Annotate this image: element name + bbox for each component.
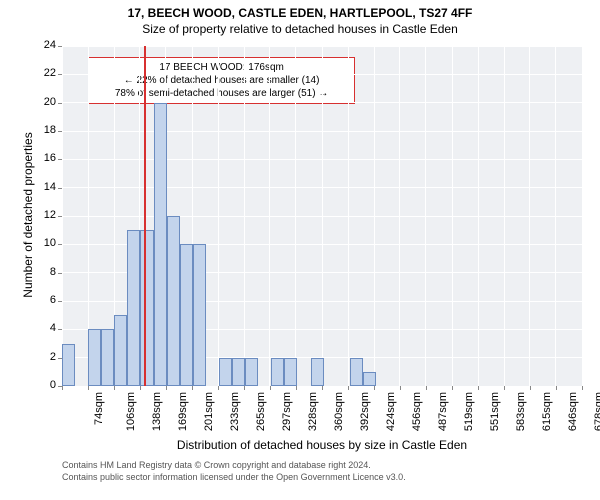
chart-title-sub: Size of property relative to detached ho… (0, 22, 600, 36)
gridline-v (582, 46, 583, 386)
x-tick-label: 265sqm (255, 392, 267, 431)
x-tick-label: 678sqm (593, 392, 600, 431)
histogram-bar (62, 344, 75, 387)
gridline-v (478, 46, 479, 386)
x-tick-mark (348, 386, 349, 390)
gridline-v (269, 46, 270, 386)
x-tick-label: 360sqm (333, 392, 345, 431)
histogram-bar (88, 329, 101, 386)
x-tick-label: 138sqm (151, 392, 163, 431)
y-tick-label: 18 (32, 124, 56, 136)
histogram-bar (193, 244, 206, 386)
histogram-bar (140, 230, 153, 386)
y-tick-label: 24 (32, 39, 56, 51)
x-tick-mark (478, 386, 479, 390)
y-tick-label: 12 (32, 209, 56, 221)
x-tick-mark (582, 386, 583, 390)
x-tick-mark (114, 386, 115, 390)
histogram-bar (154, 103, 167, 386)
histogram-bar (284, 358, 297, 386)
x-tick-label: 487sqm (437, 392, 449, 431)
footer-attribution: Contains HM Land Registry data © Crown c… (62, 460, 582, 483)
x-tick-label: 424sqm (385, 392, 397, 431)
y-tick-label: 20 (32, 96, 56, 108)
x-tick-mark (192, 386, 193, 390)
annotation-line1: 17 BEECH WOOD: 176sqm (95, 61, 348, 74)
gridline-v (62, 46, 63, 386)
gridline-v (348, 46, 349, 386)
gridline-v (425, 46, 426, 386)
annotation-line3: 78% of semi-detached houses are larger (… (95, 87, 348, 100)
histogram-bar (232, 358, 245, 386)
x-tick-mark (140, 386, 141, 390)
histogram-bar (271, 358, 284, 386)
chart-title-main: 17, BEECH WOOD, CASTLE EDEN, HARTLEPOOL,… (0, 6, 600, 20)
x-axis-label: Distribution of detached houses by size … (62, 438, 582, 452)
x-tick-label: 328sqm (307, 392, 319, 431)
x-tick-mark (504, 386, 505, 390)
annotation-line2: ← 22% of detached houses are smaller (14… (95, 74, 348, 87)
x-tick-label: 519sqm (463, 392, 475, 431)
y-tick-label: 8 (32, 266, 56, 278)
x-tick-label: 456sqm (411, 392, 423, 431)
annotation-box: 17 BEECH WOOD: 176sqm ← 22% of detached … (88, 57, 355, 104)
x-tick-label: 201sqm (203, 392, 215, 431)
histogram-bar (311, 358, 324, 386)
gridline-v (322, 46, 323, 386)
x-tick-mark (556, 386, 557, 390)
y-tick-label: 2 (32, 351, 56, 363)
histogram-bar (219, 358, 232, 386)
x-tick-mark (296, 386, 297, 390)
x-tick-label: 106sqm (125, 392, 137, 431)
histogram-bar (114, 315, 127, 386)
x-tick-label: 583sqm (515, 392, 527, 431)
x-tick-label: 551sqm (489, 392, 501, 431)
histogram-bar (101, 329, 114, 386)
y-tick-label: 14 (32, 181, 56, 193)
gridline-v (374, 46, 375, 386)
x-tick-label: 392sqm (359, 392, 371, 431)
y-tick-label: 4 (32, 322, 56, 334)
footer-line2: Contains public sector information licen… (62, 472, 582, 484)
x-tick-mark (270, 386, 271, 390)
histogram-bar (363, 372, 376, 386)
y-tick-label: 6 (32, 294, 56, 306)
x-tick-label: 297sqm (281, 392, 293, 431)
x-tick-label: 74sqm (93, 392, 105, 425)
x-tick-label: 169sqm (177, 392, 189, 431)
y-tick-label: 0 (32, 379, 56, 391)
histogram-bar (180, 244, 193, 386)
x-tick-label: 233sqm (229, 392, 241, 431)
x-tick-mark (530, 386, 531, 390)
gridline-v (529, 46, 530, 386)
histogram-bar (167, 216, 180, 386)
x-tick-mark (218, 386, 219, 390)
y-tick-label: 10 (32, 237, 56, 249)
x-tick-mark (374, 386, 375, 390)
gridline-v (504, 46, 505, 386)
histogram-bar (245, 358, 258, 386)
y-tick-label: 16 (32, 152, 56, 164)
x-tick-mark (166, 386, 167, 390)
gridline-v (218, 46, 219, 386)
gridline-v (244, 46, 245, 386)
x-tick-label: 646sqm (567, 392, 579, 431)
histogram-bar (350, 358, 363, 386)
histogram-bar (127, 230, 140, 386)
gridline-v (399, 46, 400, 386)
footer-line1: Contains HM Land Registry data © Crown c… (62, 460, 582, 472)
y-tick-label: 22 (32, 67, 56, 79)
reference-line (144, 46, 146, 386)
gridline-v (555, 46, 556, 386)
x-tick-mark (62, 386, 63, 390)
x-tick-mark (322, 386, 323, 390)
x-tick-mark (452, 386, 453, 390)
x-tick-label: 615sqm (541, 392, 553, 431)
x-tick-mark (88, 386, 89, 390)
x-tick-mark (426, 386, 427, 390)
x-tick-mark (400, 386, 401, 390)
gridline-v (452, 46, 453, 386)
gridline-v (295, 46, 296, 386)
x-tick-mark (244, 386, 245, 390)
